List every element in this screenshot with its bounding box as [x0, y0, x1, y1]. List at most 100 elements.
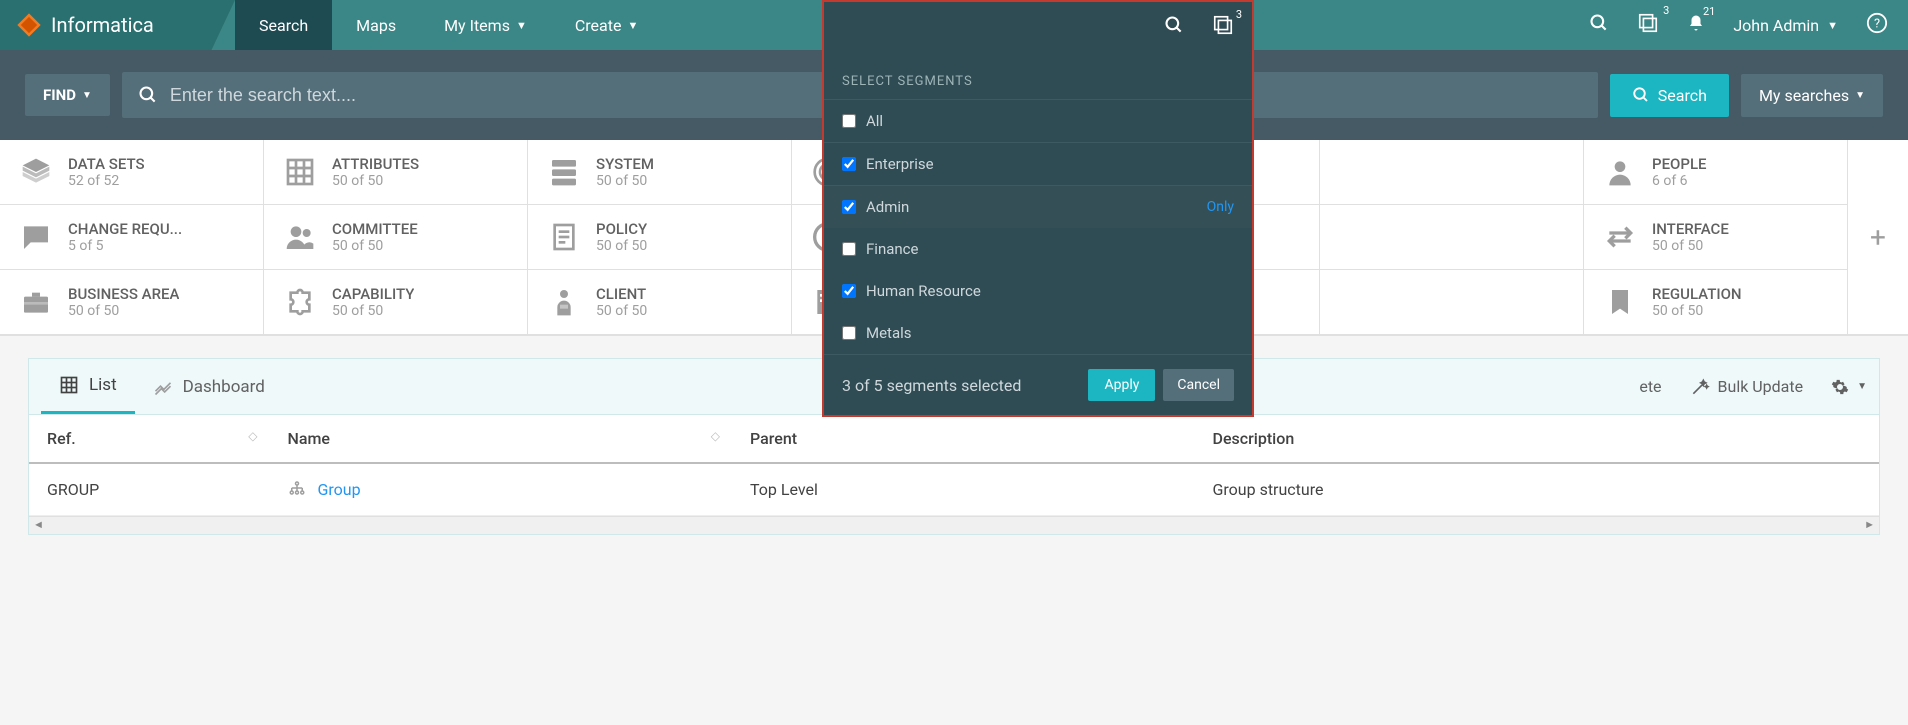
segment-admin[interactable]: AdminOnly: [824, 186, 1252, 228]
category-label: BUSINESS AREA: [68, 285, 179, 303]
bookmark-icon: [1602, 284, 1638, 320]
category-count: 50 of 50: [332, 238, 418, 254]
table-row[interactable]: GROUP Group Top Level Group structure: [29, 463, 1879, 516]
category-label: COMMITTEE: [332, 220, 418, 238]
category-data-sets[interactable]: DATA SETS52 of 52: [0, 140, 264, 205]
results-table: Ref.◇Name◇ParentDescription GROUP Group …: [29, 415, 1879, 516]
bulk-update-label: Bulk Update: [1718, 377, 1804, 396]
user-menu[interactable]: John Admin ▼: [1733, 16, 1838, 35]
logo-icon: [15, 11, 43, 39]
grid-icon: [282, 154, 318, 190]
category-change-requ-[interactable]: CHANGE REQU...5 of 5: [0, 205, 264, 270]
cell-parent: Top Level: [732, 463, 1195, 516]
segment-checkbox[interactable]: [842, 326, 856, 340]
sort-icon: ◇: [711, 429, 720, 443]
category-count: 52 of 52: [68, 173, 145, 189]
bulk-update-button[interactable]: Bulk Update: [1690, 377, 1804, 397]
category-empty: [1320, 270, 1584, 335]
notifications-icon[interactable]: 21: [1687, 13, 1705, 38]
search-icon[interactable]: [1589, 13, 1609, 38]
delete-partial[interactable]: ete: [1639, 377, 1661, 396]
col-ref[interactable]: Ref.◇: [29, 415, 270, 463]
segment-all[interactable]: All: [824, 100, 1252, 143]
tab-dashboard[interactable]: Dashboard: [135, 359, 283, 414]
chevron-down-icon: ▼: [82, 90, 92, 101]
col-parent[interactable]: Parent: [732, 415, 1195, 463]
segment-label: Enterprise: [866, 155, 934, 173]
category-business-area[interactable]: BUSINESS AREA50 of 50: [0, 270, 264, 335]
tab-list-label: List: [89, 375, 117, 395]
tab-list[interactable]: List: [41, 359, 135, 414]
chevron-down-icon: ▼: [1855, 90, 1865, 101]
group-icon: [282, 219, 318, 255]
category-label: POLICY: [596, 220, 647, 238]
nav-my-items[interactable]: My Items▼: [420, 0, 551, 50]
user-name: John Admin: [1733, 16, 1819, 35]
brand-logo[interactable]: Informatica: [0, 0, 235, 50]
segment-human-resource[interactable]: Human Resource: [824, 270, 1252, 312]
category-interface[interactable]: INTERFACE50 of 50: [1584, 205, 1848, 270]
segment-metals[interactable]: Metals: [824, 312, 1252, 354]
segment-checkbox[interactable]: [842, 242, 856, 256]
grid-icon: [59, 375, 79, 395]
segment-checkbox[interactable]: [842, 157, 856, 171]
header-right: 3 21 John Admin ▼ ?: [1589, 0, 1908, 50]
segments-icon[interactable]: 3: [1637, 12, 1659, 39]
notifications-badge: 21: [1703, 5, 1715, 18]
category-count: 50 of 50: [332, 303, 414, 319]
chevron-down-icon: ▼: [627, 19, 638, 32]
category-label: CLIENT: [596, 285, 647, 303]
segment-label: Metals: [866, 324, 912, 342]
category-label: INTERFACE: [1652, 220, 1729, 238]
tabs-actions: ete Bulk Update ▼: [1639, 377, 1867, 397]
category-label: CHANGE REQU...: [68, 220, 182, 238]
nav-maps[interactable]: Maps: [332, 0, 420, 50]
segment-enterprise[interactable]: Enterprise: [824, 143, 1252, 186]
category-client[interactable]: CLIENT50 of 50: [528, 270, 792, 335]
search-icon: [138, 85, 158, 105]
add-category-button[interactable]: +: [1848, 140, 1908, 335]
segments-badge: 3: [1663, 4, 1669, 17]
server-icon: [546, 154, 582, 190]
cell-ref: GROUP: [29, 463, 270, 516]
category-system[interactable]: SYSTEM50 of 50: [528, 140, 792, 205]
search-button[interactable]: Search: [1610, 74, 1729, 117]
cancel-button[interactable]: Cancel: [1163, 369, 1234, 401]
name-link[interactable]: Group: [317, 480, 360, 499]
nav-search[interactable]: Search: [235, 0, 332, 50]
category-people[interactable]: PEOPLE6 of 6: [1584, 140, 1848, 205]
category-committee[interactable]: COMMITTEE50 of 50: [264, 205, 528, 270]
segments-header: 3: [824, 2, 1252, 52]
segment-finance[interactable]: Finance: [824, 228, 1252, 270]
settings-menu[interactable]: ▼: [1831, 378, 1867, 396]
category-count: 50 of 50: [596, 238, 647, 254]
only-link[interactable]: Only: [1207, 199, 1234, 215]
horizontal-scrollbar[interactable]: [29, 516, 1879, 534]
category-attributes[interactable]: ATTRIBUTES50 of 50: [264, 140, 528, 205]
col-name[interactable]: Name◇: [270, 415, 733, 463]
my-searches-button[interactable]: My searches ▼: [1741, 74, 1883, 117]
segments-icon[interactable]: 3: [1212, 14, 1234, 40]
help-icon[interactable]: ?: [1866, 12, 1888, 39]
search-icon[interactable]: [1164, 15, 1184, 39]
category-label: CAPABILITY: [332, 285, 414, 303]
chart-icon: [153, 377, 173, 397]
category-count: 50 of 50: [596, 303, 647, 319]
category-count: 6 of 6: [1652, 173, 1707, 189]
brand-text: Informatica: [51, 13, 154, 37]
segment-checkbox[interactable]: [842, 200, 856, 214]
category-regulation[interactable]: REGULATION50 of 50: [1584, 270, 1848, 335]
wand-icon: [1690, 377, 1710, 397]
find-button[interactable]: FIND ▼: [25, 74, 110, 116]
segment-checkbox[interactable]: [842, 284, 856, 298]
segment-label: Human Resource: [866, 282, 981, 300]
segment-checkbox[interactable]: [842, 114, 856, 128]
category-policy[interactable]: POLICY50 of 50: [528, 205, 792, 270]
apply-button[interactable]: Apply: [1088, 369, 1155, 401]
hierarchy-icon: [288, 480, 306, 499]
nav-label: Create: [575, 16, 622, 35]
category-capability[interactable]: CAPABILITY50 of 50: [264, 270, 528, 335]
segments-dropdown: 3 SELECT SEGMENTS AllEnterpriseAdminOnly…: [822, 0, 1254, 417]
nav-create[interactable]: Create ▼: [551, 0, 662, 50]
col-description[interactable]: Description: [1195, 415, 1880, 463]
